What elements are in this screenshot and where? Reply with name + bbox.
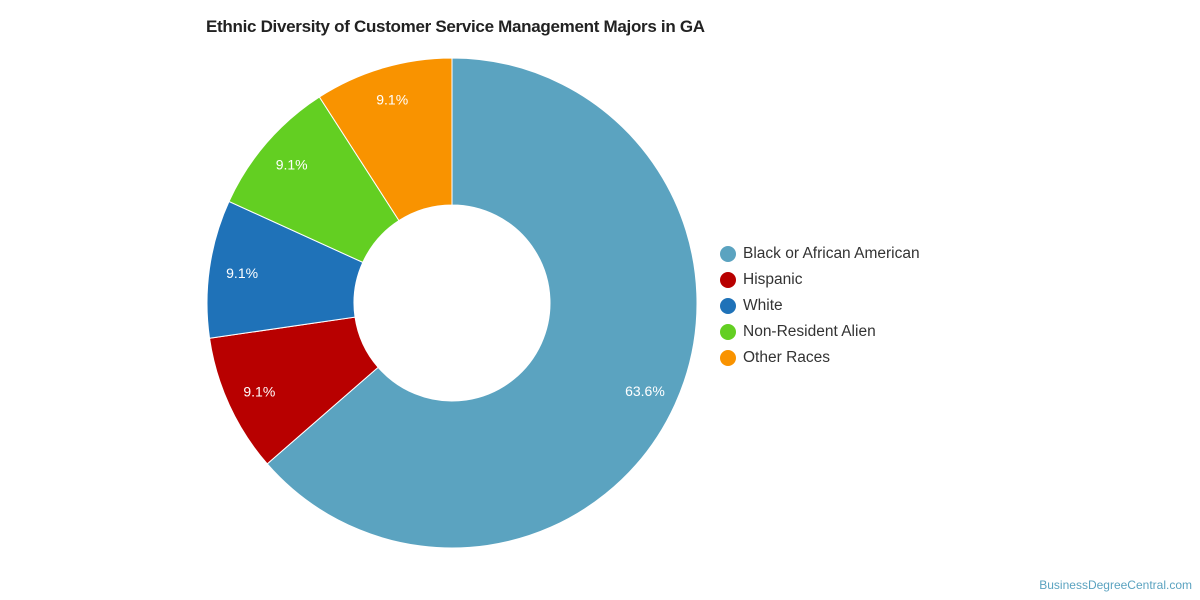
data-label: 9.1% [376,92,408,108]
data-label: 9.1% [243,383,275,399]
legend-label: Other Races [743,349,831,366]
legend-item[interactable]: Hispanic [720,267,920,293]
legend-swatch [720,272,736,288]
source-credit[interactable]: BusinessDegreeCentral.com [1039,578,1192,592]
legend-label: White [743,297,783,314]
legend-item[interactable]: Black or African American [720,241,920,267]
legend: Black or African American Hispanic White No… [720,241,920,371]
data-label: 9.1% [276,156,308,172]
legend-item[interactable]: Non-Resident Alien [720,319,920,345]
legend-swatch [720,324,736,340]
data-label: 63.6% [625,383,665,399]
legend-item[interactable]: Other Races [720,345,920,371]
legend-label: Hispanic [743,271,803,288]
legend-label: Black or African American [743,245,920,262]
legend-swatch [720,350,736,366]
data-label: 9.1% [226,265,258,281]
slice-black-or-african-american[interactable] [266,57,698,549]
chart-title: Ethnic Diversity of Customer Service Man… [206,17,705,36]
legend-item[interactable]: White [720,293,920,319]
legend-swatch [720,246,736,262]
legend-label: Non-Resident Alien [743,323,876,340]
legend-swatch [720,298,736,314]
slice-other-races[interactable] [318,57,453,222]
